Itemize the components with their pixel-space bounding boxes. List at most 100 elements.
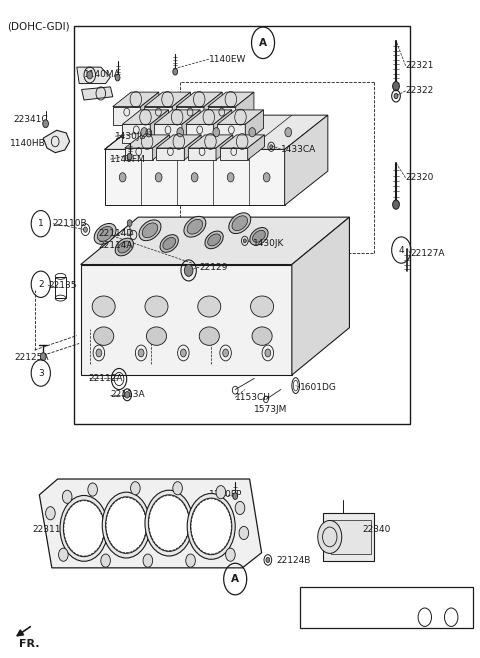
Text: 22341C: 22341C	[13, 115, 48, 124]
Polygon shape	[150, 110, 168, 143]
Text: 22340: 22340	[362, 524, 391, 534]
Circle shape	[145, 490, 193, 556]
Circle shape	[88, 483, 97, 496]
Ellipse shape	[184, 216, 206, 237]
Circle shape	[119, 173, 126, 182]
Bar	[331, 520, 371, 554]
Bar	[55, 277, 66, 298]
Circle shape	[216, 486, 226, 499]
Ellipse shape	[94, 224, 116, 244]
Text: 22320: 22320	[406, 173, 434, 182]
Polygon shape	[153, 135, 169, 160]
Ellipse shape	[232, 216, 248, 230]
Polygon shape	[77, 67, 110, 84]
Ellipse shape	[118, 241, 131, 253]
Circle shape	[96, 349, 102, 357]
Polygon shape	[186, 124, 214, 143]
Text: 22127A: 22127A	[410, 249, 445, 258]
Polygon shape	[188, 148, 216, 160]
Circle shape	[191, 173, 198, 182]
Circle shape	[106, 497, 147, 553]
Circle shape	[63, 500, 105, 557]
Polygon shape	[81, 217, 349, 265]
Text: 1140MA: 1140MA	[84, 70, 121, 79]
Polygon shape	[122, 110, 168, 124]
Text: 1573JM: 1573JM	[254, 405, 288, 414]
Circle shape	[393, 82, 399, 91]
Circle shape	[243, 239, 246, 243]
Circle shape	[46, 507, 55, 520]
Polygon shape	[186, 110, 232, 124]
Ellipse shape	[163, 238, 176, 249]
Circle shape	[143, 554, 153, 567]
Polygon shape	[217, 110, 264, 124]
Circle shape	[263, 173, 270, 182]
Bar	[74, 26, 410, 424]
Circle shape	[84, 227, 87, 232]
Circle shape	[394, 93, 398, 99]
Circle shape	[249, 128, 256, 137]
Text: 22112A: 22112A	[89, 374, 123, 383]
Text: NOTE: NOTE	[317, 592, 345, 601]
Circle shape	[60, 495, 108, 561]
Polygon shape	[172, 92, 191, 125]
Ellipse shape	[160, 235, 179, 252]
Circle shape	[239, 526, 249, 540]
Text: 1153CH: 1153CH	[235, 393, 271, 402]
Text: 1140EW: 1140EW	[209, 55, 246, 64]
Ellipse shape	[145, 296, 168, 317]
Polygon shape	[285, 115, 328, 205]
Circle shape	[43, 120, 48, 128]
Text: 1: 1	[38, 219, 44, 228]
Bar	[300, 587, 473, 628]
Text: 1433CA: 1433CA	[281, 145, 316, 154]
Circle shape	[59, 548, 68, 561]
Circle shape	[173, 482, 182, 495]
Circle shape	[270, 145, 273, 149]
Polygon shape	[144, 92, 191, 107]
Circle shape	[223, 349, 228, 357]
Text: 4: 4	[449, 613, 454, 622]
Ellipse shape	[146, 327, 167, 345]
Text: 1430JB: 1430JB	[115, 132, 147, 141]
Text: 22125A: 22125A	[14, 353, 49, 362]
Ellipse shape	[92, 296, 115, 317]
Polygon shape	[122, 124, 150, 143]
Polygon shape	[144, 107, 172, 125]
Circle shape	[125, 392, 130, 398]
Circle shape	[191, 498, 232, 555]
Polygon shape	[113, 107, 141, 125]
Text: 22110B: 22110B	[53, 219, 87, 228]
Circle shape	[177, 128, 184, 137]
Polygon shape	[208, 107, 236, 125]
Circle shape	[40, 353, 46, 361]
Ellipse shape	[250, 228, 268, 245]
Circle shape	[266, 557, 270, 563]
Circle shape	[115, 74, 120, 81]
Text: 3: 3	[38, 368, 44, 378]
Ellipse shape	[252, 327, 272, 345]
Polygon shape	[39, 479, 262, 568]
Ellipse shape	[142, 223, 158, 238]
Bar	[323, 513, 374, 561]
Polygon shape	[81, 265, 292, 375]
Circle shape	[102, 492, 150, 558]
Ellipse shape	[205, 231, 223, 249]
Text: A: A	[259, 38, 267, 48]
Polygon shape	[105, 115, 328, 149]
Polygon shape	[125, 135, 169, 148]
Polygon shape	[184, 135, 201, 160]
Text: 1140FM: 1140FM	[110, 155, 146, 164]
Polygon shape	[156, 135, 201, 148]
Polygon shape	[82, 87, 113, 100]
Text: ~: ~	[434, 612, 442, 622]
Polygon shape	[105, 149, 285, 205]
Ellipse shape	[115, 238, 133, 256]
Polygon shape	[43, 130, 70, 153]
Ellipse shape	[229, 213, 251, 234]
Text: 22114D: 22114D	[98, 229, 133, 238]
Text: 22321: 22321	[406, 61, 434, 70]
Polygon shape	[154, 110, 200, 124]
Circle shape	[393, 200, 399, 209]
Ellipse shape	[252, 230, 265, 242]
